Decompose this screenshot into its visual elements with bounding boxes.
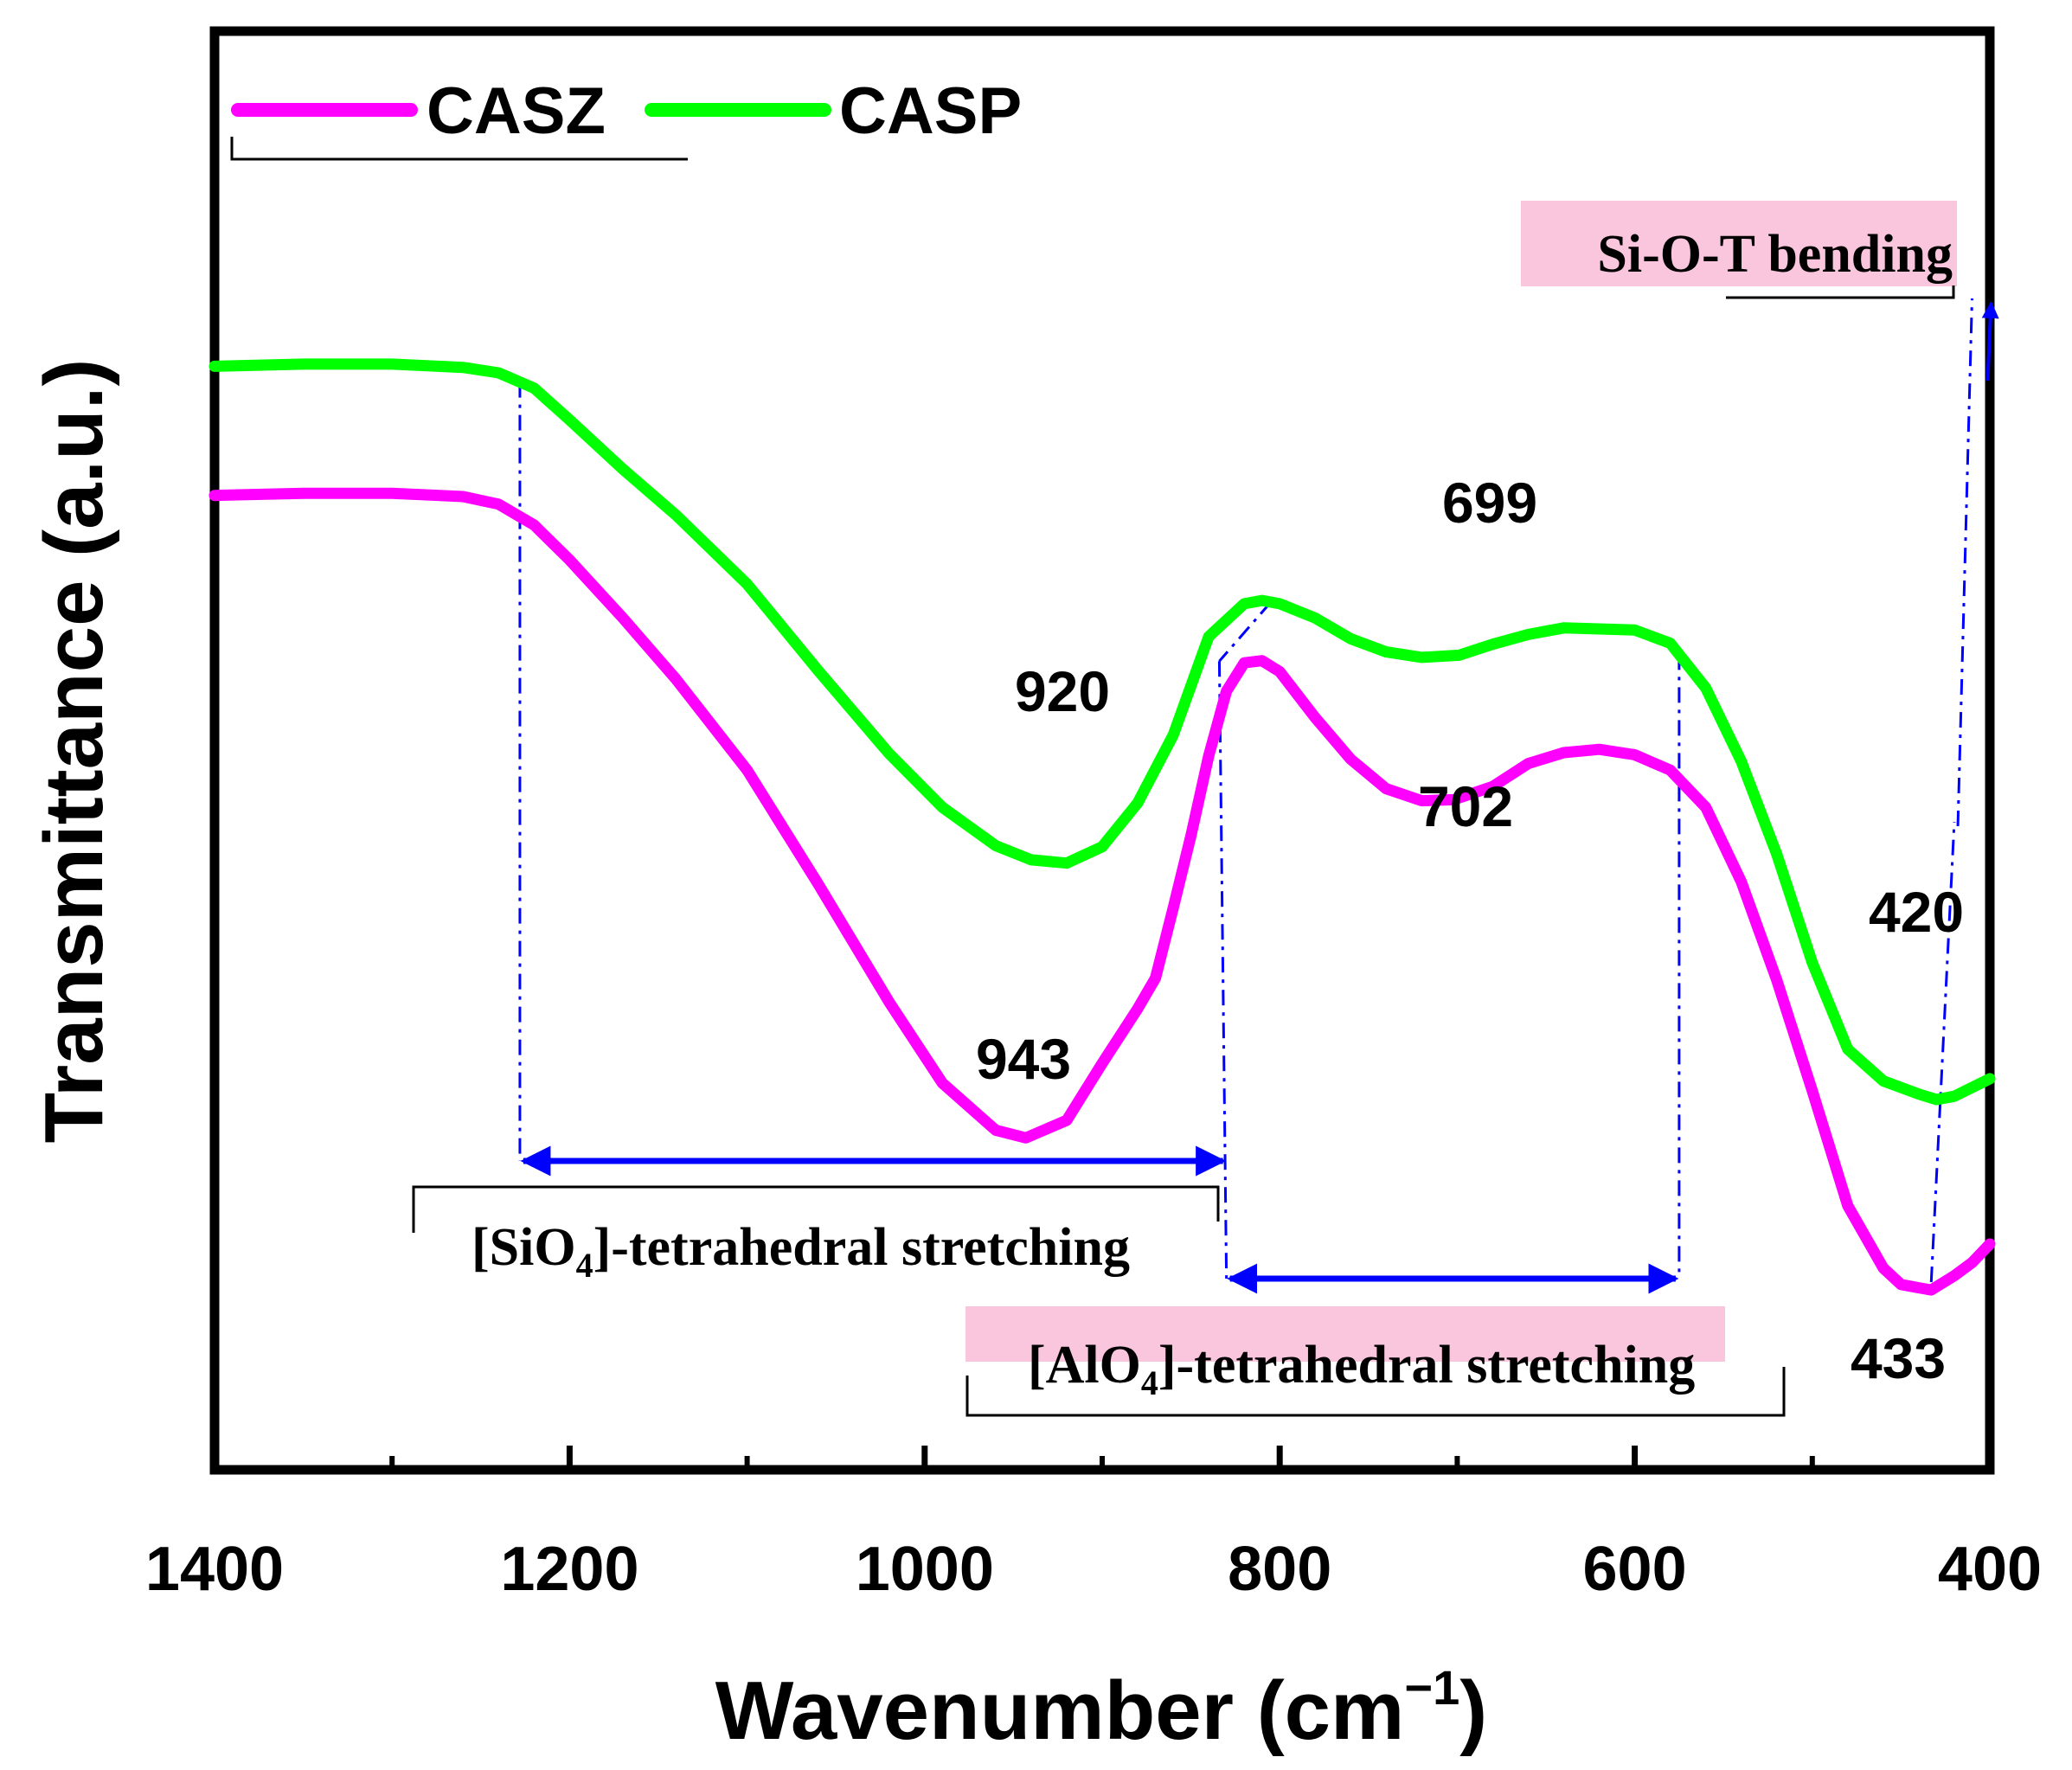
legend: CASZ CASP [230,74,1022,161]
sio4-bracket [412,1185,1220,1233]
y-axis-title: Transmittance (a.u.) [28,359,120,1144]
x-tick-label-1200: 1200 [500,1535,638,1604]
bending-annotation: Si-O-T bending [1597,225,1953,284]
peak-label-casz-702: 702 [1418,774,1513,838]
legend-label-casz: CASZ [427,74,606,148]
annotations: [SiO4]-tetrahedral stretching [AlO4]-tet… [412,225,1955,1417]
alo4-bracket [965,1367,1786,1417]
alo4-highlight [965,1306,1725,1362]
x-axis-title: Wavenumber (cm−1) [715,1660,1487,1757]
x-tick-label-1000: 1000 [856,1535,994,1604]
peak-label-casz-943: 943 [976,1027,1071,1091]
guide-line-bend-upper [1956,298,1973,827]
guide-line-peak-lower [1217,661,1228,1279]
x-tick-label-800: 800 [1228,1535,1331,1604]
x-tick-label-600: 600 [1583,1535,1687,1604]
peak-label-casp-699: 699 [1442,471,1537,535]
alo4-annotation: [AlO4]-tetrahedral stretching [1028,1336,1695,1402]
x-ticks: 1400 1200 1000 800 600 400 [145,1446,2042,1604]
legend-label-casp: CASP [839,74,1022,148]
guide-lines [518,298,1999,1294]
peak-label-casz-433: 433 [1851,1326,1946,1390]
peak-label-casp-920: 920 [1015,659,1110,723]
legend-bracket [230,137,688,161]
series-lines [208,358,1996,1296]
guide-line-bend-lower [1929,821,1956,1283]
x-tick-label-1400: 1400 [145,1535,284,1604]
bending-arrow [1981,301,1999,382]
bending-highlight [1521,201,1957,286]
x-tick-label-400: 400 [1938,1535,2042,1604]
sio4-annotation: [SiO4]-tetrahedral stretching [471,1218,1130,1285]
peak-labels: 920 943 699 702 420 433 [976,471,1964,1390]
bending-bracket [1726,285,1955,299]
series-line-casp [208,358,1996,1106]
guide-line-peak-upper [1218,601,1273,663]
peak-label-casp-420: 420 [1869,880,1964,944]
series-line-casz [208,487,1996,1296]
